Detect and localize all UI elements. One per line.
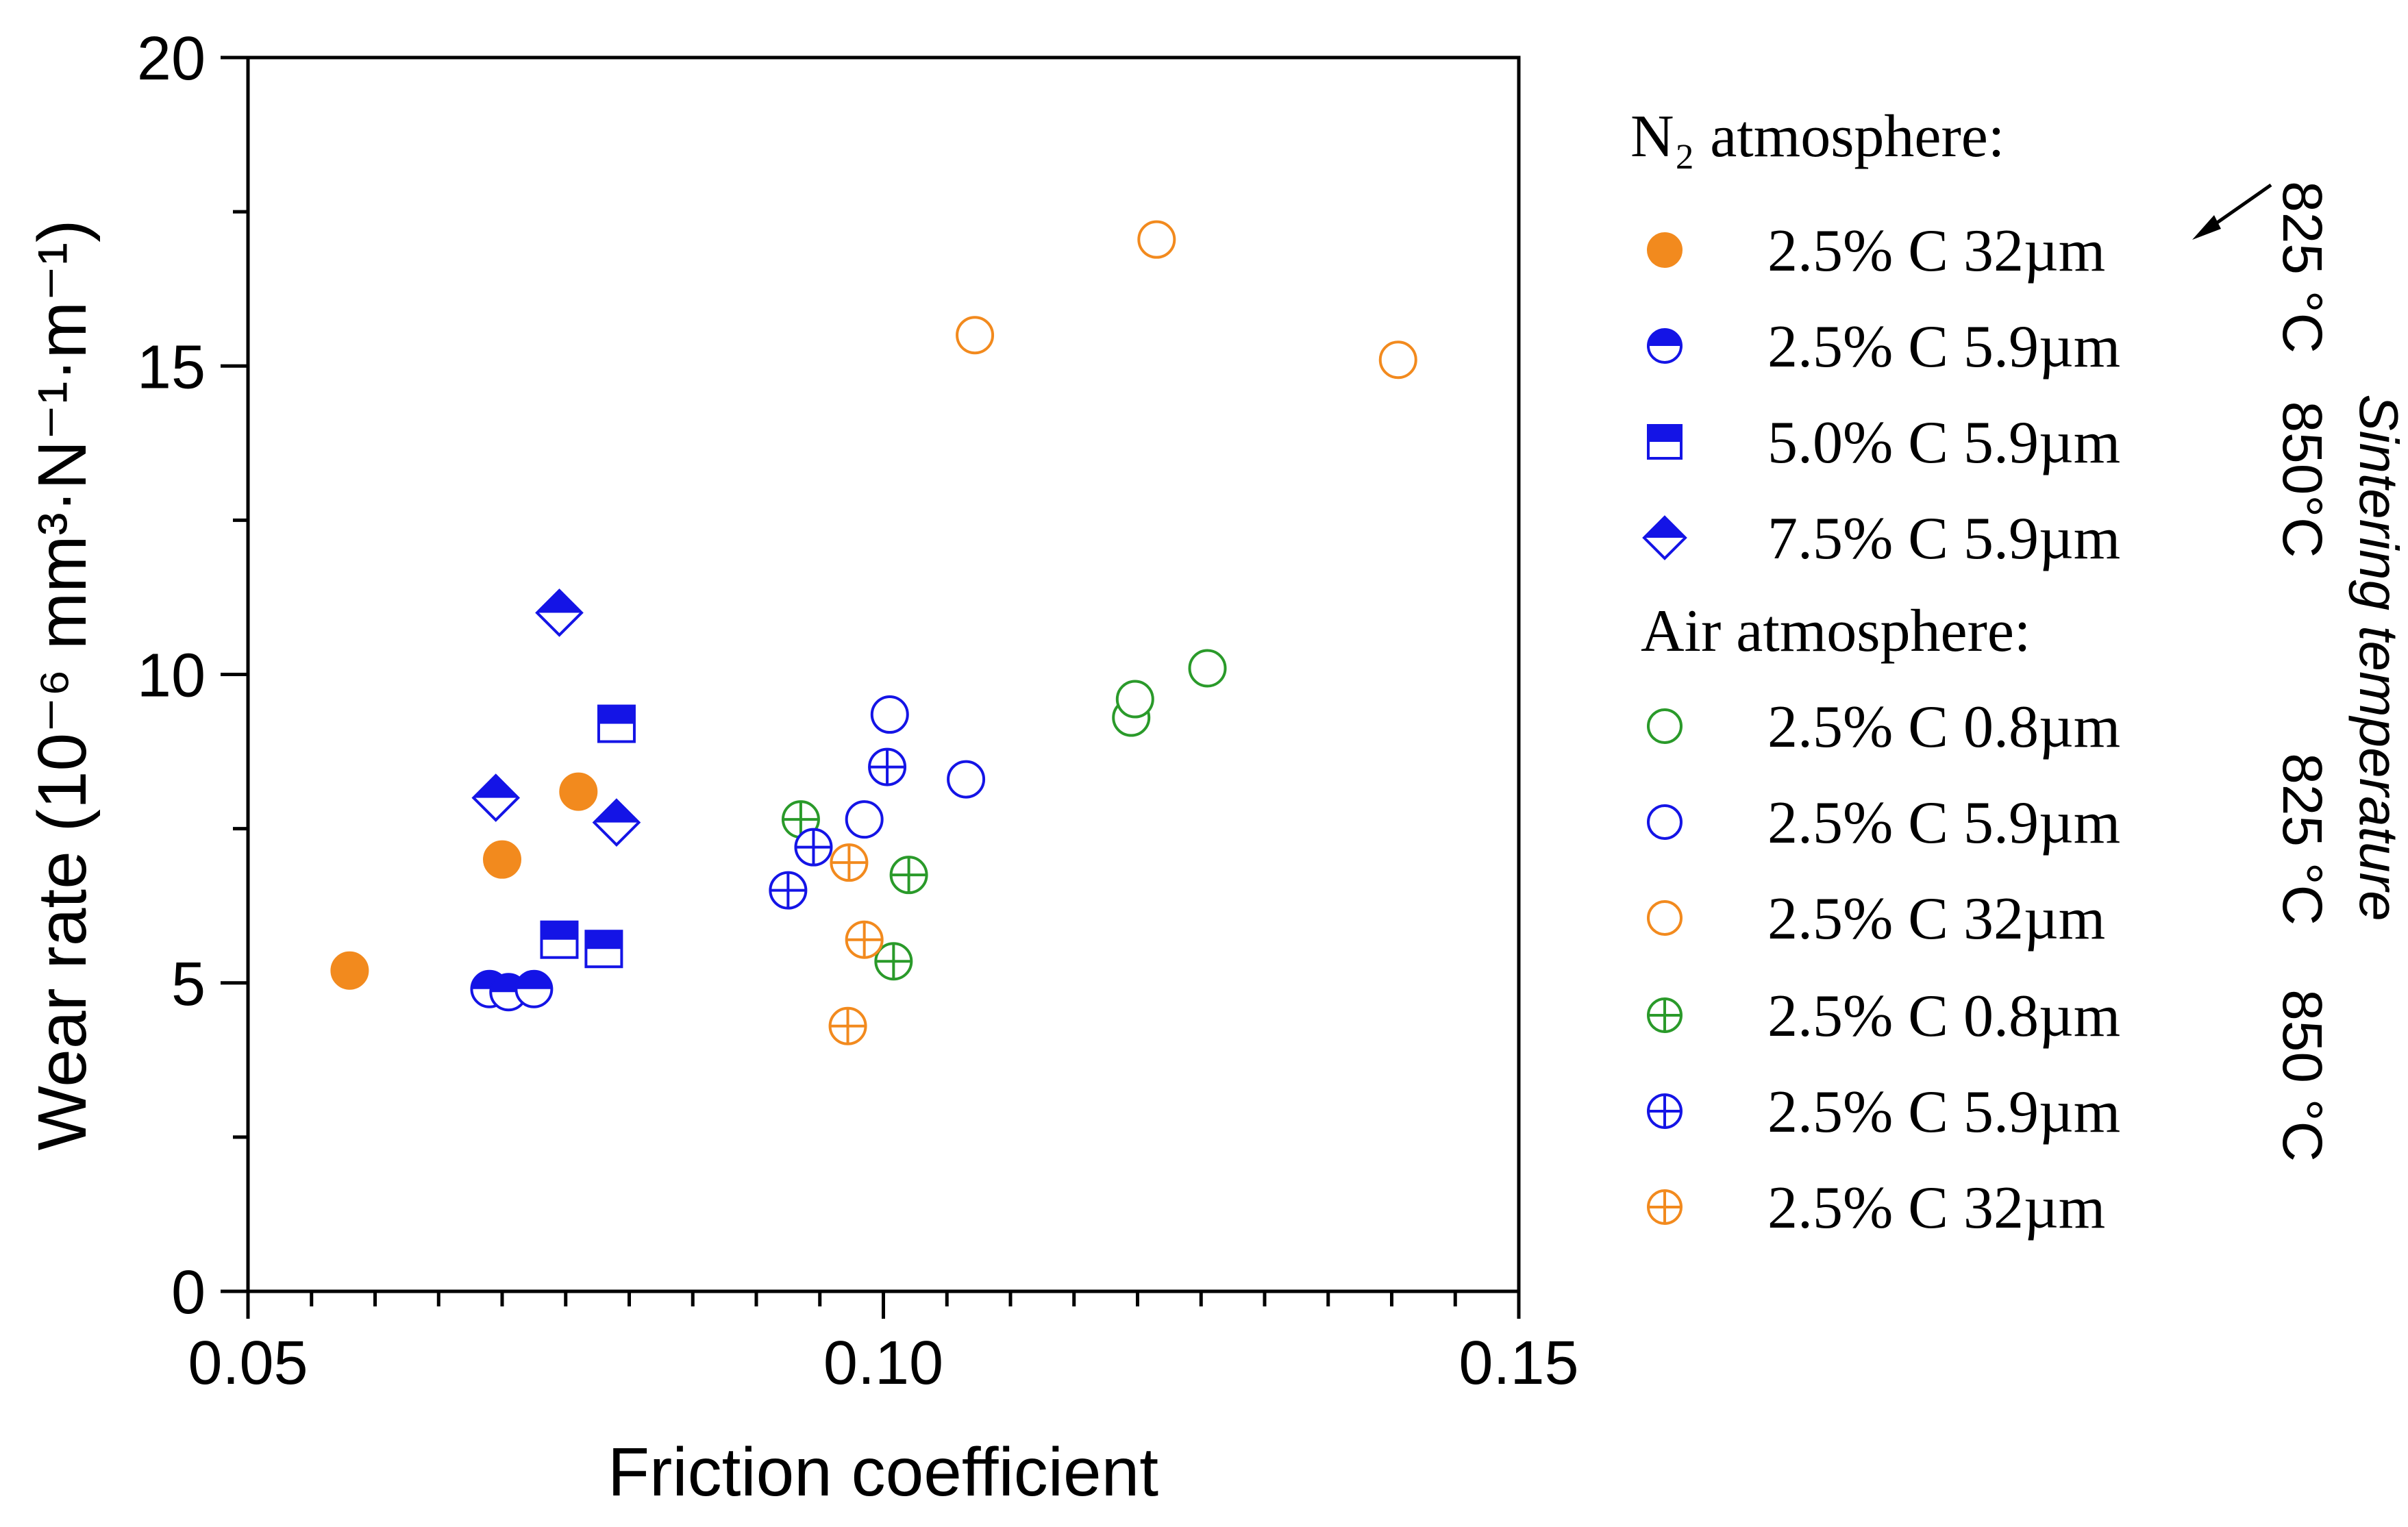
legend-marker-4	[1647, 708, 1683, 744]
marker-fill-half	[598, 706, 634, 724]
legend-label-0: 2.5% C 32µm	[1767, 218, 2105, 284]
data-point-s2-p0	[540, 920, 579, 959]
plot-frame	[246, 55, 1521, 1293]
data-point-s2-p2	[597, 704, 636, 743]
data-point-s3-p1	[471, 773, 521, 822]
legend-label-5: 2.5% C 5.9µm	[1767, 790, 2120, 856]
x-tick-label: 0.10	[823, 1329, 943, 1398]
legend-label-7: 2.5% C 0.8µm	[1767, 983, 2120, 1050]
data-point-s0-p0	[330, 951, 369, 990]
data-point-s6-p2	[1378, 340, 1417, 380]
marker-shape	[1647, 708, 1683, 744]
y-tick-label: 0	[171, 1258, 206, 1327]
marker-shape	[1647, 900, 1683, 936]
annotation-arrowhead	[2192, 215, 2221, 240]
legend-marker-2	[1647, 424, 1683, 460]
legend-entries: 2.5% C 32µm 2.5% C 5.9µm 5.0% C 5.9µm 7.5% …	[1642, 218, 2120, 1241]
marker-shape	[1137, 220, 1176, 259]
legend-marker-7	[1647, 997, 1683, 1033]
marker-fill-half	[586, 931, 622, 949]
data-point-s8-p1	[794, 828, 833, 867]
legend-heading-n2: N₂ atmosphere:	[1630, 103, 2004, 170]
data-point-s9-p0	[830, 843, 869, 882]
annotation-air-850: 850 °C	[2271, 989, 2333, 1162]
legend-label-9: 2.5% C 32µm	[1767, 1175, 2105, 1241]
marker-shape	[559, 772, 598, 811]
data-point-s4-p2	[1188, 649, 1227, 688]
data-point-s3-p0	[535, 588, 584, 637]
data-point-s6-p0	[956, 316, 995, 355]
legend-marker-9	[1647, 1189, 1683, 1225]
legend-marker-6	[1647, 900, 1683, 936]
legend-label-1: 2.5% C 5.9µm	[1767, 314, 2120, 380]
marker-shape	[947, 760, 986, 799]
marker-fill-half	[1648, 330, 1681, 346]
marker-shape	[483, 840, 521, 879]
annotation-n2-825: 825 °C	[2271, 181, 2333, 353]
marker-shape	[845, 800, 884, 839]
y-tick-label: 10	[137, 642, 206, 710]
legend-marker-5	[1647, 804, 1683, 840]
y-tick-label: 15	[137, 333, 206, 401]
data-point-s8-p0	[769, 871, 808, 910]
legend-label-2: 5.0% C 5.9µm	[1767, 410, 2120, 476]
data-point-s7-p2	[874, 942, 913, 981]
x-tick-label: 0.15	[1459, 1329, 1578, 1398]
legend-marker-3	[1642, 515, 1687, 560]
y-tick-label: 20	[137, 25, 206, 93]
y-axis-label: Wear rate (10⁻⁶ mm³·N⁻¹·m⁻¹)	[24, 220, 101, 1151]
marker-shape	[870, 695, 909, 734]
data-point-s5-p1	[845, 800, 884, 839]
marker-fill-half	[541, 921, 578, 940]
data-point-s0-p1	[483, 840, 521, 879]
marker-fill-half	[1648, 425, 1681, 442]
legend-label-3: 7.5% C 5.9µm	[1767, 506, 2120, 572]
annotation-sintering-temperature: Sintering temperature	[2348, 394, 2408, 921]
temperature-annotations: 825 °C 850°C 825 °C 850 °C Sintering tem…	[2192, 181, 2408, 1162]
marker-fill-half	[1644, 517, 1685, 538]
data-point-s9-p2	[828, 1006, 867, 1045]
legend-marker-0	[1647, 232, 1683, 268]
x-tick-label: 0.05	[188, 1329, 308, 1398]
data-point-s1-p2	[514, 969, 554, 1008]
data-point-s5-p0	[870, 695, 909, 734]
marker-fill-half	[594, 800, 639, 823]
legend-marker-1	[1647, 328, 1683, 364]
data-point-s0-p2	[559, 772, 598, 811]
marker-shape	[956, 316, 995, 355]
marker-shape	[1647, 232, 1683, 268]
data-point-s5-p2	[947, 760, 986, 799]
plot-axes: 0.05 0.10 0.15 0 5 10 15 20	[137, 25, 1579, 1398]
y-tick-label: 5	[171, 950, 206, 1019]
annotation-n2-850: 850°C	[2271, 401, 2333, 558]
marker-shape	[1188, 649, 1227, 688]
marker-shape	[330, 951, 369, 990]
data-point-s7-p1	[889, 856, 928, 895]
marker-fill-half	[473, 775, 519, 798]
legend: N₂ atmosphere: Air atmosphere: 2.5% C 32…	[1630, 103, 2120, 1241]
legend-marker-8	[1647, 1093, 1683, 1129]
data-point-s6-p1	[1137, 220, 1176, 259]
legend-label-4: 2.5% C 0.8µm	[1767, 694, 2120, 760]
data-points	[330, 220, 1417, 1045]
data-point-s3-p2	[592, 798, 641, 847]
marker-shape	[1647, 804, 1683, 840]
data-point-s2-p1	[584, 930, 623, 969]
annotation-air-825: 825 °C	[2271, 753, 2333, 926]
marker-shape	[1115, 680, 1154, 719]
legend-heading-air: Air atmosphere:	[1641, 598, 2031, 665]
data-point-s8-p2	[868, 747, 907, 786]
data-point-s4-p1	[1115, 680, 1154, 719]
x-axis-label: Friction coefficient	[608, 1434, 1158, 1511]
legend-label-6: 2.5% C 32µm	[1767, 886, 2105, 952]
marker-shape	[1378, 340, 1417, 380]
marker-fill-half	[536, 590, 582, 613]
data-point-s9-p1	[845, 920, 884, 959]
legend-label-8: 2.5% C 5.9µm	[1767, 1079, 2120, 1145]
marker-fill-half	[516, 971, 552, 989]
